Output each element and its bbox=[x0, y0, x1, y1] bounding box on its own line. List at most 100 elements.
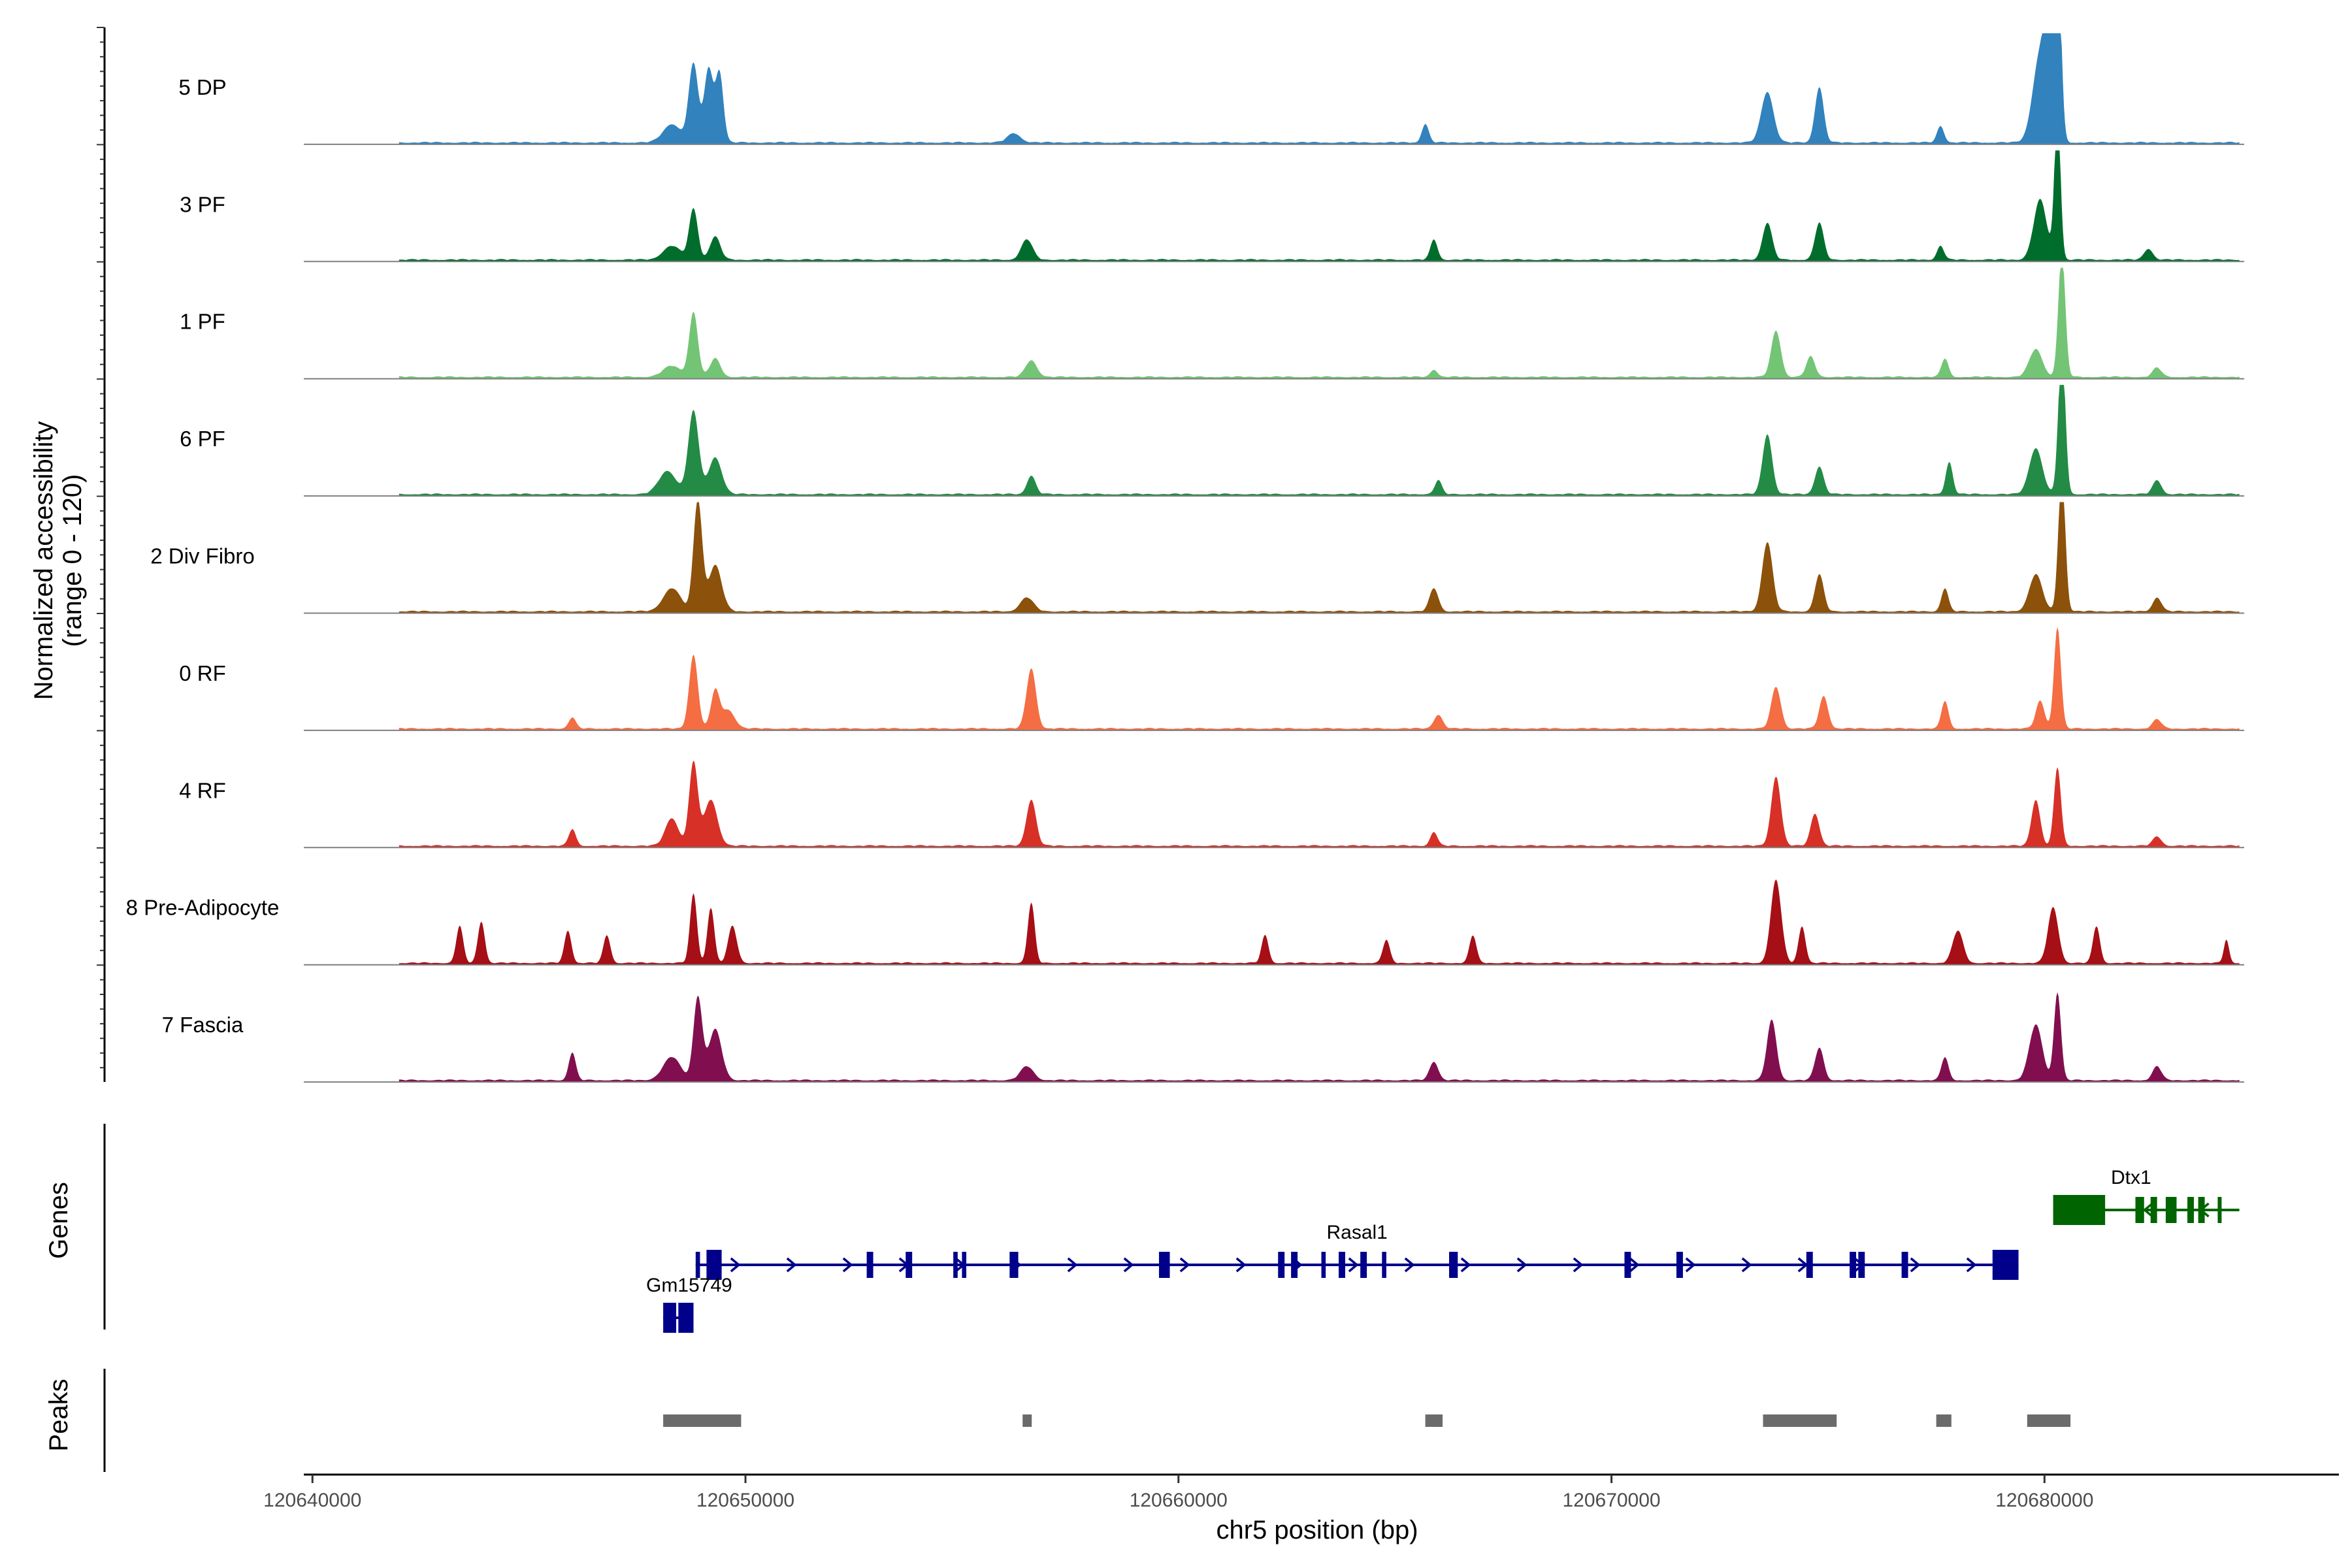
gene-exon bbox=[1901, 1252, 1908, 1278]
gene-exon bbox=[1009, 1252, 1019, 1278]
strand-arrow bbox=[730, 1257, 741, 1273]
track-label: 3 PF bbox=[180, 192, 225, 216]
strand-arrow bbox=[1741, 1257, 1752, 1273]
gene-exon bbox=[2165, 1197, 2177, 1223]
coverage-area bbox=[399, 627, 2240, 730]
x-axis-title: chr5 position (bp) bbox=[1216, 1516, 1418, 1544]
track-label: 1 PF bbox=[180, 310, 225, 334]
gene-exon bbox=[953, 1252, 958, 1278]
gene-exon bbox=[2150, 1197, 2157, 1223]
coverage-area bbox=[399, 992, 2240, 1083]
peak-region bbox=[1425, 1414, 1443, 1427]
gene-exon bbox=[2135, 1197, 2144, 1223]
gene-exon bbox=[1992, 1250, 2019, 1280]
gene-exon bbox=[906, 1252, 913, 1278]
track-8-pre-adipocyte: 8 Pre-Adipocyte bbox=[126, 879, 2244, 966]
gene-exon bbox=[1624, 1252, 1631, 1278]
gene-label: Gm15749 bbox=[646, 1275, 732, 1296]
track-label: 2 Div Fibro bbox=[150, 544, 255, 568]
genes-axis-label: Genes bbox=[44, 1182, 73, 1259]
gene-exon bbox=[2198, 1197, 2205, 1223]
coverage-area bbox=[399, 33, 2240, 144]
gene-exon bbox=[2053, 1195, 2106, 1225]
coverage-area bbox=[399, 267, 2240, 379]
gene-exon bbox=[1339, 1252, 1345, 1278]
track-label: 8 Pre-Adipocyte bbox=[126, 896, 280, 920]
x-axis: 120640000 120650000 120660000 120670000 1206… bbox=[263, 1473, 2339, 1511]
gene-exon bbox=[1449, 1252, 1458, 1278]
strand-arrow bbox=[1235, 1257, 1247, 1273]
coverage-area bbox=[399, 150, 2240, 262]
gene-exon bbox=[1676, 1252, 1683, 1278]
gene-track: Rasal1 Gm15749 Dtx1 bbox=[646, 1167, 2240, 1333]
peak-region bbox=[1022, 1414, 1032, 1427]
strand-arrow bbox=[1629, 1257, 1640, 1273]
strand-arrow bbox=[2142, 1202, 2153, 1218]
gene-rasal1: Rasal1 bbox=[695, 1222, 2019, 1280]
gene-exon bbox=[1360, 1252, 1367, 1278]
gene-exon bbox=[1321, 1252, 1326, 1278]
strand-arrow bbox=[1123, 1257, 1134, 1273]
gene-exon bbox=[1382, 1252, 1386, 1278]
gene-exon bbox=[663, 1303, 676, 1333]
y-axis-panel: Normalized accessibility (range 0 - 120)… bbox=[29, 27, 1418, 1544]
gene-exon bbox=[866, 1252, 874, 1278]
peaks-axis-label: Peaks bbox=[44, 1379, 73, 1451]
peak-track bbox=[663, 1414, 2071, 1427]
peak-region bbox=[663, 1414, 742, 1427]
gene-exon bbox=[1278, 1252, 1285, 1278]
gene-exon bbox=[1858, 1252, 1865, 1278]
track-label: 5 DP bbox=[178, 75, 226, 99]
coverage-area bbox=[399, 502, 2240, 613]
track-5-dp: 5 DP bbox=[178, 33, 2244, 145]
strand-arrow bbox=[1573, 1257, 1584, 1273]
gene-exon bbox=[1850, 1252, 1857, 1278]
track-4-rf: 4 RF bbox=[179, 760, 2244, 849]
gene-gm15749: Gm15749 bbox=[646, 1275, 732, 1333]
peak-region bbox=[1936, 1414, 1952, 1427]
gene-dtx1: Dtx1 bbox=[2053, 1167, 2240, 1225]
track-0-rf: 0 RF bbox=[179, 627, 2244, 731]
track-label: 7 Fascia bbox=[162, 1013, 244, 1037]
gene-exon bbox=[1806, 1252, 1813, 1278]
strand-arrow bbox=[1179, 1257, 1190, 1273]
track-7-fascia: 7 Fascia bbox=[162, 992, 2244, 1083]
gene-exon bbox=[2217, 1197, 2222, 1223]
peak-region bbox=[2027, 1414, 2071, 1427]
gene-label: Rasal1 bbox=[1326, 1222, 1387, 1243]
x-tick-label: 120650000 bbox=[696, 1490, 794, 1511]
coverage-area bbox=[399, 760, 2240, 848]
strand-arrow bbox=[1966, 1257, 1977, 1273]
gene-exon bbox=[1158, 1252, 1170, 1278]
peak-region bbox=[1763, 1414, 1837, 1427]
x-tick-label: 120680000 bbox=[1995, 1490, 2093, 1511]
strand-arrow bbox=[1067, 1257, 1078, 1273]
track-6-pf: 6 PF bbox=[180, 385, 2244, 497]
strand-arrow bbox=[786, 1257, 797, 1273]
track-3-pf: 3 PF bbox=[180, 150, 2244, 263]
y-axis-title: Normalized accessibility bbox=[29, 421, 58, 700]
coverage-area bbox=[399, 879, 2240, 965]
track-2-div-fibro: 2 Div Fibro bbox=[150, 502, 2244, 614]
track-label: 4 RF bbox=[179, 778, 226, 802]
x-tick-label: 120670000 bbox=[1562, 1490, 1660, 1511]
strand-arrow bbox=[1460, 1257, 1471, 1273]
gene-exon bbox=[2187, 1197, 2194, 1223]
strand-arrow bbox=[1348, 1257, 1359, 1273]
x-tick-label: 120640000 bbox=[263, 1490, 361, 1511]
gene-exon bbox=[678, 1303, 694, 1333]
strand-arrow bbox=[1685, 1257, 1696, 1273]
strand-arrow bbox=[1516, 1257, 1527, 1273]
gene-exon bbox=[962, 1252, 967, 1278]
gene-exon bbox=[1291, 1252, 1298, 1278]
track-label: 6 PF bbox=[180, 427, 225, 451]
strand-arrow bbox=[842, 1257, 853, 1273]
track-1-pf: 1 PF bbox=[180, 267, 2244, 380]
x-tick-label: 120660000 bbox=[1130, 1490, 1228, 1511]
strand-arrow bbox=[1910, 1257, 1921, 1273]
track-label: 0 RF bbox=[179, 661, 226, 685]
gene-label: Dtx1 bbox=[2111, 1167, 2151, 1188]
gene-exon bbox=[706, 1250, 722, 1280]
